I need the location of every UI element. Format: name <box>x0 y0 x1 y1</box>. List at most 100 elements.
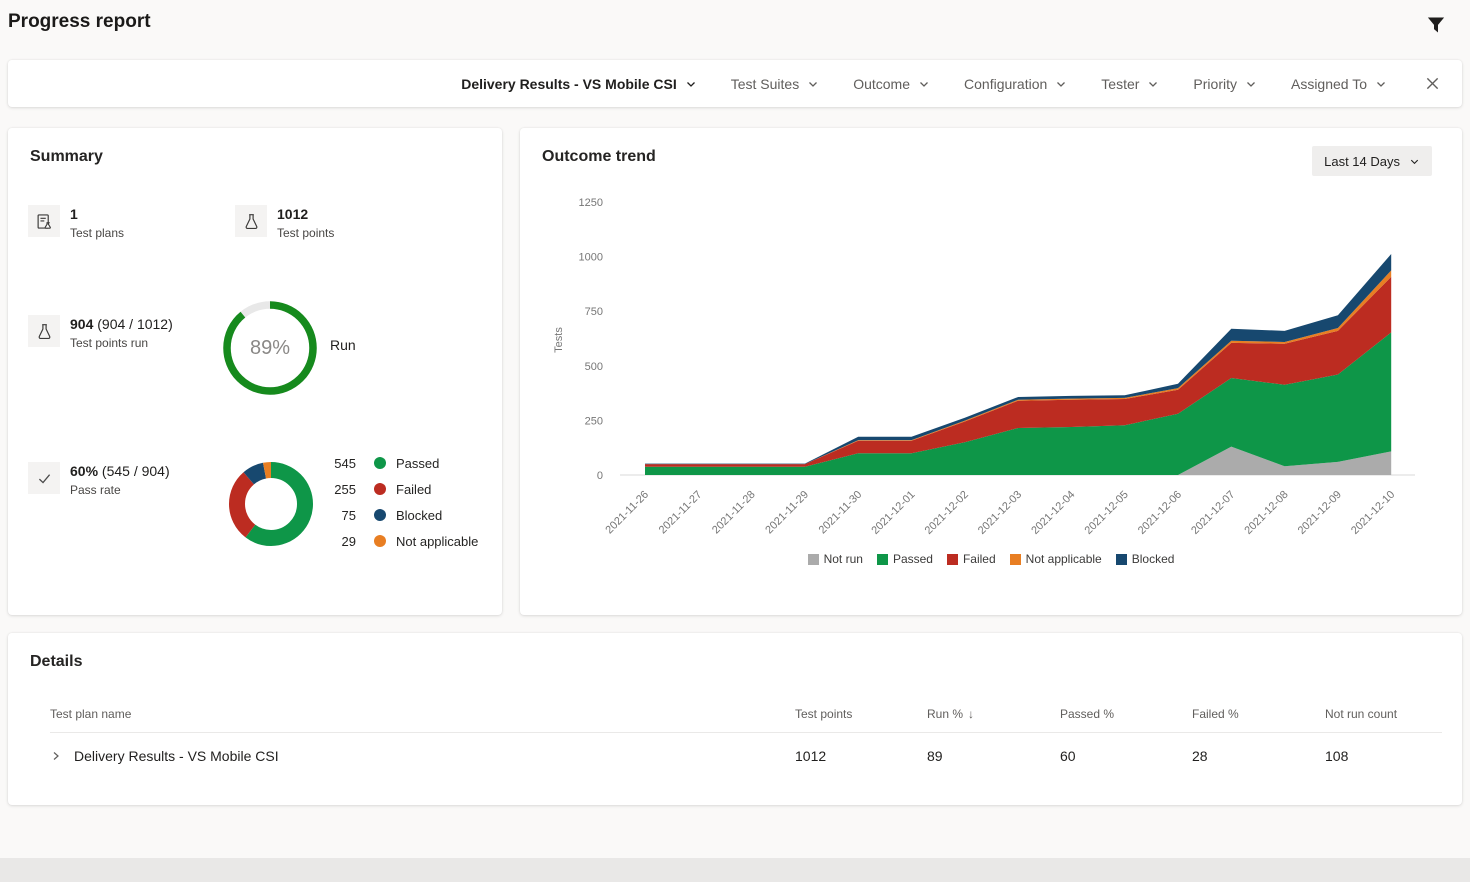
summary-card: Summary 1 Test plans 1012 Test points <box>8 128 502 615</box>
filter-test-suites[interactable]: Test Suites <box>731 76 819 92</box>
trend-legend-item: Passed <box>876 552 933 566</box>
filter-label: Test Suites <box>730 75 800 92</box>
legend-swatch-icon <box>946 553 958 565</box>
area-series-failed <box>645 276 1392 467</box>
legend-item-passed: 545 Passed <box>334 455 440 471</box>
legend-item-not-applicable: 29 Not applicable <box>341 533 479 549</box>
page-title: Progress report <box>8 11 151 32</box>
legend-item-blocked: 75 Blocked <box>341 507 443 523</box>
chevron-down-icon <box>686 81 695 87</box>
filter-test-plan-label: Delivery Results - VS Mobile CSI <box>461 75 677 92</box>
chevron-down-icon <box>1377 81 1385 87</box>
stat-value: 1 <box>70 206 78 222</box>
legend-swatch-icon <box>807 553 819 565</box>
filter-test-plan[interactable]: Delivery Results - VS Mobile CSI <box>461 76 697 92</box>
col-test-plan-name[interactable]: Test plan name <box>50 706 132 721</box>
filter-outcome[interactable]: Outcome <box>853 76 930 92</box>
chevron-down-icon <box>1057 81 1066 87</box>
col-failed-percent[interactable]: Failed % <box>1192 706 1239 721</box>
svg-text:2021-12-10: 2021-12-10 <box>1349 489 1397 537</box>
sort-descending-icon: ↓ <box>968 706 975 721</box>
not-applicable-dot-icon <box>374 535 386 547</box>
svg-text:1000: 1000 <box>579 252 603 264</box>
close-filters-icon[interactable] <box>1425 76 1440 91</box>
outcome-donut-legend: 545 Passed 255 Failed 75 Blocked 29 Not … <box>308 450 478 554</box>
summary-title: Summary <box>30 148 103 165</box>
run-ring-caption: Run <box>330 337 356 353</box>
outcome-trend-title: Outcome trend <box>542 148 656 165</box>
legend-swatch-icon <box>1115 553 1127 565</box>
cell-passed-percent: 60 <box>1060 748 1076 764</box>
trend-legend-item: Not run <box>807 552 863 566</box>
svg-text:1250: 1250 <box>579 197 603 209</box>
details-table-header: Test plan name Test points Run % ↓ Passed… <box>50 695 1442 733</box>
filter-label: Priority <box>1193 75 1237 92</box>
blocked-dot-icon <box>374 509 386 521</box>
check-icon <box>28 462 60 494</box>
passed-dot-icon <box>374 457 386 469</box>
filter-label: Assigned To <box>1290 75 1367 92</box>
col-test-points[interactable]: Test points <box>795 706 853 721</box>
flask-icon <box>28 315 60 347</box>
col-not-run-count[interactable]: Not run count <box>1325 706 1398 721</box>
svg-text:2021-12-01: 2021-12-01 <box>869 489 917 537</box>
expand-chevron-icon[interactable] <box>50 750 62 762</box>
stat-value: 1012 <box>277 206 309 222</box>
legend-swatch-icon <box>1009 553 1021 565</box>
svg-text:2021-12-03: 2021-12-03 <box>976 489 1024 537</box>
filter-tester[interactable]: Tester <box>1101 76 1159 92</box>
filter-funnel-icon[interactable] <box>1426 15 1446 35</box>
cell-run-percent: 89 <box>927 748 943 764</box>
details-title: Details <box>30 653 83 670</box>
chevron-down-icon <box>1410 159 1419 164</box>
stat-label: Test points <box>277 226 335 240</box>
stat-label: Test plans <box>70 226 125 240</box>
donut-segment <box>229 462 313 546</box>
svg-text:Tests: Tests <box>553 327 565 353</box>
svg-text:2021-12-07: 2021-12-07 <box>1189 489 1237 537</box>
bottom-scroll-area <box>0 858 1470 882</box>
svg-text:2021-12-02: 2021-12-02 <box>923 489 971 537</box>
stat-value: 904 (904 / 1012) <box>70 316 173 332</box>
run-ring-percent: 89% <box>249 336 291 359</box>
area-series-passed <box>645 332 1392 475</box>
svg-text:2021-12-08: 2021-12-08 <box>1242 489 1290 537</box>
stat-test-plans: 1 Test plans <box>28 205 124 241</box>
filter-label: Configuration <box>964 75 1048 92</box>
cell-test-points: 1012 <box>795 748 827 764</box>
filter-priority[interactable]: Priority <box>1193 76 1257 92</box>
svg-text:2021-11-29: 2021-11-29 <box>763 489 811 537</box>
filter-assigned-to[interactable]: Assigned To <box>1291 76 1387 92</box>
svg-text:2021-12-04: 2021-12-04 <box>1029 489 1077 537</box>
table-row: Delivery Results - VS Mobile CSI 1012 89… <box>50 733 1442 779</box>
cell-failed-percent: 28 <box>1192 748 1208 764</box>
filter-label: Outcome <box>853 75 911 92</box>
test-plan-row-name[interactable]: Delivery Results - VS Mobile CSI <box>50 748 795 764</box>
svg-text:750: 750 <box>585 306 603 318</box>
svg-text:2021-12-06: 2021-12-06 <box>1136 489 1184 537</box>
details-card: Details Test plan name Test points Run %… <box>8 633 1462 805</box>
outcome-trend-legend: Not run Passed Failed Not applicable Blocked <box>520 552 1462 566</box>
stat-pass-rate: 60% (545 / 904) Pass rate <box>28 462 170 498</box>
outcome-donut-chart <box>221 454 321 554</box>
svg-text:250: 250 <box>585 415 603 427</box>
stat-value: 60% (545 / 904) <box>70 463 170 479</box>
filter-label: Tester <box>1101 75 1140 92</box>
svg-text:2021-11-30: 2021-11-30 <box>817 489 865 537</box>
legend-item-failed: 255 Failed <box>334 481 432 497</box>
date-range-label: Last 14 Days <box>1324 153 1400 169</box>
filter-configuration[interactable]: Configuration <box>964 76 1067 92</box>
chevron-down-icon <box>809 81 818 87</box>
donut-segment <box>223 301 317 395</box>
chevron-down-icon <box>1247 81 1255 87</box>
svg-text:2021-12-09: 2021-12-09 <box>1296 489 1344 537</box>
col-passed-percent[interactable]: Passed % <box>1060 706 1115 721</box>
filter-bar: Delivery Results - VS Mobile CSI Test Su… <box>8 60 1462 107</box>
svg-text:0: 0 <box>597 470 603 482</box>
trend-legend-item: Blocked <box>1115 552 1174 566</box>
stat-label: Pass rate <box>70 483 121 497</box>
svg-text:2021-12-05: 2021-12-05 <box>1083 489 1131 537</box>
col-run-percent[interactable]: Run % ↓ <box>927 706 975 721</box>
date-range-dropdown[interactable]: Last 14 Days <box>1312 146 1432 176</box>
trend-legend-item: Failed <box>946 552 996 566</box>
